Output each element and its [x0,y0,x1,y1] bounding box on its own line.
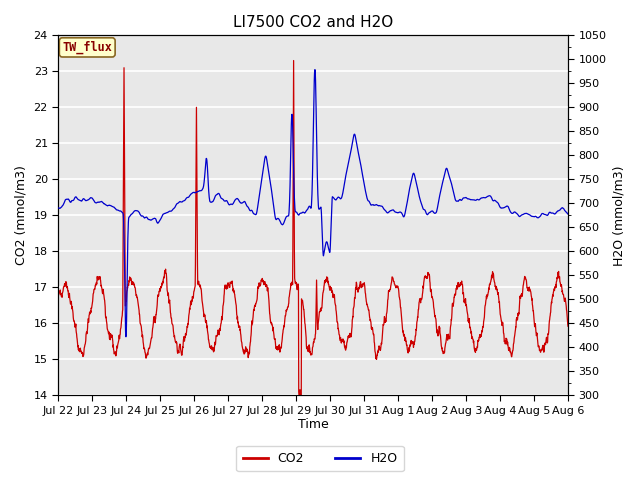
Legend: CO2, H2O: CO2, H2O [236,446,404,471]
X-axis label: Time: Time [298,419,328,432]
Text: TW_flux: TW_flux [62,41,112,54]
Y-axis label: H2O (mmol/m3): H2O (mmol/m3) [612,165,625,265]
Y-axis label: CO2 (mmol/m3): CO2 (mmol/m3) [15,165,28,265]
Title: LI7500 CO2 and H2O: LI7500 CO2 and H2O [233,15,393,30]
